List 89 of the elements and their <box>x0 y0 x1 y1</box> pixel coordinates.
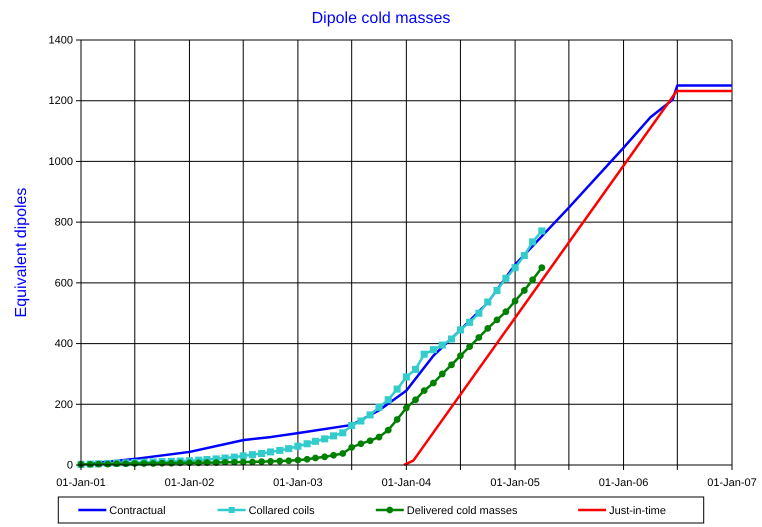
point <box>430 380 437 386</box>
point <box>430 346 437 354</box>
point <box>267 458 274 465</box>
point <box>276 458 284 464</box>
point <box>512 264 519 272</box>
point <box>494 316 500 324</box>
legend-label: Delivered cold masses <box>406 505 518 517</box>
chart-title: Dipole cold masses <box>312 10 450 27</box>
point <box>438 370 446 378</box>
point <box>402 373 410 380</box>
x-tick-label: 01-Jan-05 <box>490 477 540 490</box>
legend-label: Contractual <box>109 505 166 517</box>
legend-label: Collared coils <box>248 505 316 517</box>
point <box>502 308 510 316</box>
y-tick-label: 0 <box>66 460 73 472</box>
point <box>376 434 382 440</box>
point <box>529 238 536 246</box>
y-tick-label: 1200 <box>48 95 73 108</box>
x-tick-label: 01-Jan-07 <box>707 477 757 490</box>
point <box>366 437 374 444</box>
point <box>312 438 319 445</box>
point <box>348 444 356 451</box>
point <box>339 450 346 457</box>
point <box>466 343 474 350</box>
point <box>457 352 464 360</box>
x-tick-label: 01-Jan-01 <box>56 477 106 490</box>
point <box>366 411 374 418</box>
point <box>394 386 401 393</box>
point <box>484 325 492 332</box>
point <box>402 404 410 412</box>
point <box>285 457 292 464</box>
y-tick-label: 400 <box>54 338 73 350</box>
point <box>412 366 420 373</box>
point <box>285 445 292 452</box>
point <box>475 334 482 341</box>
point <box>438 342 446 349</box>
point <box>258 450 266 457</box>
legend-label: Just-in-time <box>609 505 666 517</box>
x-tick-label: 01-Jan-06 <box>598 477 648 490</box>
point <box>520 287 528 294</box>
point <box>475 310 482 317</box>
point <box>538 227 546 234</box>
point <box>520 252 528 260</box>
point <box>375 404 383 411</box>
x-tick-label: 01-Jan-02 <box>164 477 214 490</box>
y-tick-label: 1400 <box>48 34 73 47</box>
point <box>466 318 474 326</box>
point <box>321 453 328 460</box>
x-tick-label: 01-Jan-04 <box>382 477 432 490</box>
point <box>384 396 392 404</box>
point <box>357 417 364 425</box>
point <box>312 454 319 462</box>
point <box>276 446 284 454</box>
point <box>529 276 536 284</box>
point <box>493 286 501 294</box>
point <box>267 448 274 456</box>
point <box>394 416 401 423</box>
point <box>502 274 510 282</box>
point <box>330 452 337 459</box>
point <box>358 440 364 448</box>
point <box>512 298 518 304</box>
point <box>240 452 247 460</box>
point <box>348 422 356 430</box>
point <box>258 458 266 466</box>
point <box>412 396 419 404</box>
point <box>456 326 464 334</box>
point <box>330 432 338 440</box>
y-tick-label: 1000 <box>48 156 73 168</box>
point <box>339 429 346 436</box>
point <box>484 298 492 306</box>
point <box>384 426 392 434</box>
point <box>448 361 455 368</box>
point <box>538 264 546 272</box>
y-tick-label: 200 <box>54 398 73 411</box>
y-axis-title: Equivalent dipoles <box>13 188 30 318</box>
point <box>448 335 456 343</box>
point <box>321 435 328 442</box>
x-tick-label: 01-Jan-03 <box>273 477 323 490</box>
y-tick-label: 800 <box>54 216 73 229</box>
point <box>249 458 256 466</box>
point <box>304 440 311 448</box>
point <box>420 350 428 358</box>
point <box>294 456 302 464</box>
y-tick-label: 600 <box>54 277 73 290</box>
point <box>240 458 247 466</box>
point <box>304 456 310 463</box>
point <box>248 451 256 458</box>
point <box>420 387 428 394</box>
point <box>294 442 302 450</box>
